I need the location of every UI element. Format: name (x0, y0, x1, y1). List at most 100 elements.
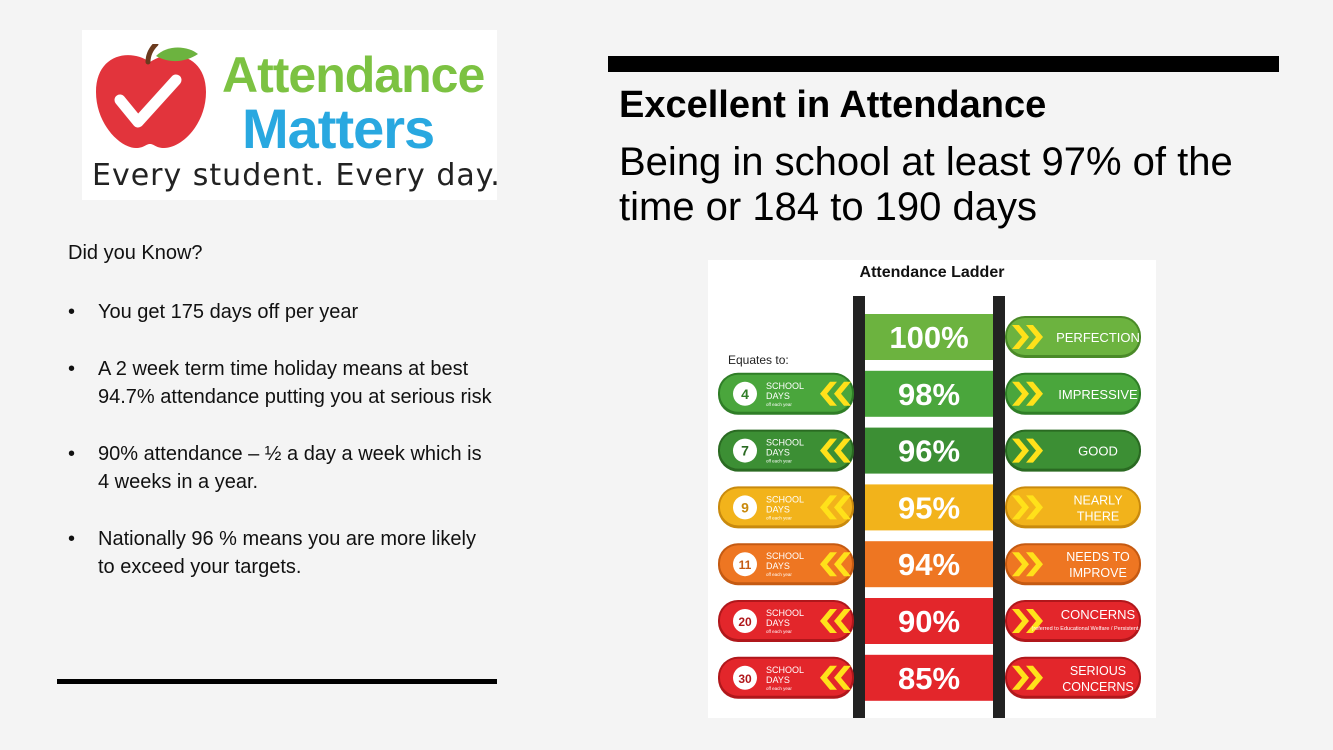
rung-percent: 90% (898, 604, 960, 639)
school-label: SCHOOL (766, 608, 804, 618)
chevron-right-icon (1026, 552, 1043, 577)
status-pill (1007, 374, 1139, 412)
status-pill (1007, 488, 1139, 526)
chevron-left-icon (820, 665, 837, 690)
rung-box (865, 484, 993, 531)
days-label: DAYS (766, 675, 790, 685)
status-note: (referred to Educational Welfare / Persi… (1032, 626, 1156, 632)
off-label: off each year (766, 629, 792, 634)
facts-list: You get 175 days off per year A 2 week t… (68, 298, 498, 610)
school-label: SCHOOL (766, 494, 804, 504)
off-label: off each year (766, 402, 792, 407)
page-heading: Excellent in Attendance (619, 84, 1047, 126)
chevron-left-icon (820, 381, 837, 406)
days-badge (733, 609, 757, 633)
status-label: NEARLY (1073, 493, 1123, 507)
attendance-ladder: Attendance Ladder Equates to: 100% PERFECTI… (708, 260, 1156, 718)
chevron-right-icon (1026, 609, 1043, 633)
rung-percent: 95% (898, 490, 960, 525)
days-badge (733, 438, 757, 463)
left-divider (57, 679, 497, 684)
chevron-right-icon (1012, 665, 1029, 690)
equates-label: Equates to: (728, 353, 789, 367)
chevron-left-icon (820, 495, 837, 520)
status-pill (1007, 431, 1139, 469)
page-subheading: Being in school at least 97% of the time… (619, 140, 1233, 229)
fact-item: Nationally 96 % means you are more likel… (68, 525, 498, 582)
apple-check-icon (96, 44, 206, 148)
chevron-left-icon (834, 438, 851, 463)
days-count: 30 (738, 672, 752, 686)
days-label: DAYS (766, 448, 790, 458)
rung-percent: 96% (898, 434, 960, 469)
rung-percent: 98% (898, 377, 960, 412)
days-count: 20 (738, 615, 752, 629)
rung-box (865, 314, 993, 360)
off-label: off each year (766, 572, 792, 577)
days-label: DAYS (766, 561, 790, 571)
ladder-title: Attendance Ladder (860, 264, 1005, 281)
chevron-right-icon (1012, 325, 1029, 349)
chevron-left-icon (820, 609, 837, 633)
days-badge (733, 552, 757, 577)
status-pill (1007, 318, 1139, 355)
chevron-right-icon (1026, 381, 1043, 406)
off-label: off each year (766, 459, 792, 464)
days-label: DAYS (766, 504, 790, 514)
days-count: 9 (741, 499, 749, 515)
days-badge (733, 665, 757, 690)
status-label: CONCERNS (1061, 607, 1136, 622)
rung-box (865, 541, 993, 588)
rung-percent: 85% (898, 661, 960, 696)
days-count: 4 (741, 386, 749, 402)
chevron-right-icon (1012, 552, 1029, 577)
status-label: IMPRESSIVE (1058, 387, 1138, 402)
rung-percent: 100% (889, 320, 968, 355)
status-label: PERFECTION (1056, 330, 1140, 345)
chevron-left-icon (834, 552, 851, 577)
chevron-left-icon (834, 609, 851, 633)
chevron-right-icon (1012, 381, 1029, 406)
chevron-left-icon (820, 552, 837, 577)
chevron-left-icon (834, 495, 851, 520)
chevron-right-icon (1026, 665, 1043, 690)
days-count: 7 (741, 443, 749, 459)
status-pill (1007, 545, 1139, 583)
days-badge (733, 381, 757, 406)
chevron-right-icon (1026, 325, 1043, 349)
school-label: SCHOOL (766, 381, 804, 391)
logo-title-line1: Attendance (222, 47, 485, 103)
off-label: off each year (766, 686, 792, 691)
days-label: DAYS (766, 618, 790, 628)
logo-tagline: Every student. Every day. (92, 158, 501, 193)
rung-box (865, 370, 993, 417)
status-label: CONCERNS (1062, 680, 1134, 694)
fact-item: You get 175 days off per year (68, 298, 498, 327)
chevron-right-icon (1012, 609, 1029, 633)
attendance-ladder-graphic: Attendance Ladder Equates to: 100% PERFECTI… (718, 264, 1156, 718)
status-pill (1007, 658, 1139, 696)
attendance-matters-logo: Attendance Matters Every student. Every … (82, 30, 500, 200)
rung-box (865, 654, 993, 701)
status-pill (1007, 602, 1139, 639)
chevron-right-icon (1012, 495, 1029, 520)
intro-text: Did you Know? (68, 242, 203, 264)
days-count: 11 (739, 558, 752, 572)
chevron-left-icon (834, 381, 851, 406)
top-divider (608, 56, 1279, 72)
rung-box (865, 427, 993, 474)
status-label: GOOD (1078, 444, 1118, 459)
status-label: SERIOUS (1070, 664, 1126, 678)
rung-box (865, 598, 993, 644)
school-label: SCHOOL (766, 438, 804, 448)
chevron-right-icon (1026, 438, 1043, 463)
chevron-right-icon (1026, 495, 1043, 520)
fact-item: 90% attendance – ½ a day a week which is… (68, 440, 498, 497)
off-label: off each year (766, 515, 792, 520)
days-badge (733, 495, 757, 520)
rung-percent: 94% (898, 547, 960, 582)
school-label: SCHOOL (766, 551, 804, 561)
days-label: DAYS (766, 391, 790, 401)
chevron-right-icon (1012, 438, 1029, 463)
status-label: THERE (1077, 509, 1119, 523)
